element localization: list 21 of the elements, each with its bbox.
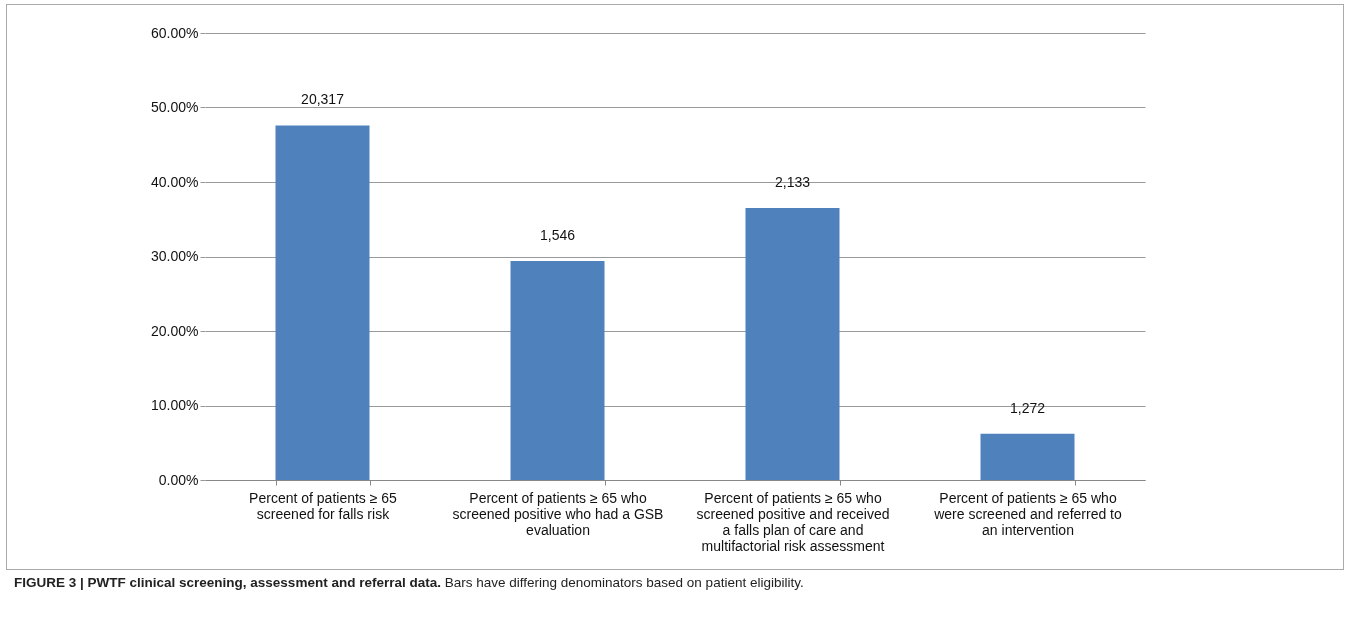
text: FIGURE 3 | PWTF clinical screening, assessment and referral data. bbox=[14, 575, 441, 590]
bar bbox=[745, 208, 840, 480]
x-tick-label: Percent of patients ≥ 65 who screened positive and received a falls plan of care and multifactorial risk assessment bbox=[696, 489, 890, 554]
y-tick-label: 60.00% bbox=[151, 24, 199, 41]
x-tick-label: Percent of patients ≥ 65 who were screened and referred to an intervention bbox=[933, 489, 1122, 538]
annotation: 1,546 bbox=[539, 226, 576, 243]
y-tick-label: 10.00% bbox=[151, 397, 199, 413]
bar bbox=[510, 260, 605, 480]
text: Bars have differing denominators based on patient eligibility. bbox=[444, 575, 804, 590]
annotation: 2,133 bbox=[774, 174, 811, 191]
x-tick-label: Percent of patients ≥ 65 who screened positive who had a GSB evaluation bbox=[452, 489, 664, 538]
bar bbox=[275, 125, 370, 480]
annotation: 1,272 bbox=[1009, 399, 1046, 416]
y-tick-label: 30.00% bbox=[151, 248, 199, 264]
y-tick-label: 40.00% bbox=[151, 173, 199, 190]
y-tick-label: 0.00% bbox=[158, 471, 199, 488]
annotation: 20,317 bbox=[301, 91, 345, 108]
x-tick-label: Percent of patients ≥ 65 screened for falls risk bbox=[249, 489, 398, 522]
bar bbox=[980, 433, 1075, 480]
y-tick-label: 50.00% bbox=[151, 99, 199, 115]
y-tick-label: 20.00% bbox=[151, 322, 199, 339]
